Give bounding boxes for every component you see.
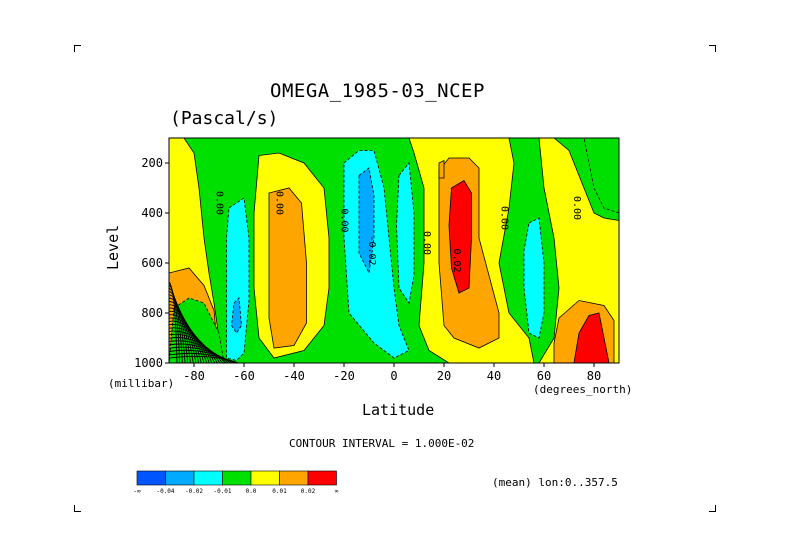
dense-contour-line bbox=[169, 327, 216, 363]
contour-label-8: 0.00 bbox=[571, 196, 582, 220]
y-tick-label: 200 bbox=[141, 156, 163, 170]
colorbar-label: 0.02 bbox=[301, 488, 316, 495]
contour-region-15 bbox=[523, 217, 545, 339]
corner-mark-top-right bbox=[709, 45, 716, 52]
contour-region-10 bbox=[396, 161, 415, 305]
dense-contour-line bbox=[169, 281, 178, 363]
contour-label-5: 0.00 bbox=[421, 231, 432, 255]
colorbar-swatch bbox=[222, 470, 252, 486]
contour-label-3: 0.00 bbox=[339, 208, 350, 232]
x-tick-label: -80 bbox=[183, 369, 205, 383]
y-tick-label: 600 bbox=[141, 256, 163, 270]
colorbar-swatch bbox=[279, 470, 309, 486]
dense-contour-line bbox=[169, 333, 221, 363]
colorbar-label: 0.0 bbox=[246, 488, 257, 495]
y-tick-label: 400 bbox=[141, 206, 163, 220]
contour-label-2: 0.00 bbox=[274, 191, 285, 215]
contour-region-18 bbox=[573, 312, 610, 363]
contour-region-3 bbox=[268, 187, 307, 349]
x-axis-units: (degrees_north) bbox=[533, 383, 633, 396]
x-tick-label: 20 bbox=[437, 369, 451, 383]
contour-interval-text: CONTOUR INTERVAL = 1.000E-02 bbox=[289, 437, 475, 450]
dense-contour-line bbox=[169, 355, 240, 363]
corner-mark-bottom-right bbox=[709, 505, 716, 512]
mean-lon-text: (mean) lon:0..357.5 bbox=[492, 476, 618, 489]
corner-mark-top-left bbox=[74, 45, 81, 52]
y-axis-units: (millibar) bbox=[108, 377, 175, 390]
contour-region-9 bbox=[358, 167, 375, 275]
colorbar-label: -0.04 bbox=[156, 488, 174, 495]
x-tick-label: 0 bbox=[390, 369, 397, 383]
contour-label-6: 0.02 bbox=[451, 248, 462, 272]
colorbar-label: -0.02 bbox=[185, 488, 203, 495]
plot-field: 0.00 0.00 0.00 -0.02 0.00 0.02 0.00 0.00 bbox=[169, 138, 619, 363]
dense-contour-line bbox=[169, 324, 213, 363]
contour-region-19 bbox=[583, 138, 619, 214]
contour-region-13 bbox=[448, 179, 472, 294]
x-tick-label: -40 bbox=[283, 369, 305, 383]
contour-region-7 bbox=[231, 297, 242, 334]
colorbar-label: -0.01 bbox=[213, 488, 231, 495]
chart-subtitle: (Pascal/s) bbox=[170, 108, 279, 129]
x-tick-label: 80 bbox=[587, 369, 601, 383]
contour-label-1: 0.00 bbox=[214, 191, 225, 215]
colorbar-label: ∞ bbox=[335, 488, 339, 495]
x-tick-label: -60 bbox=[233, 369, 255, 383]
x-tick-label: 40 bbox=[487, 369, 501, 383]
colorbar-label: 0.01 bbox=[272, 488, 287, 495]
colorbar-swatch bbox=[307, 470, 337, 486]
dense-contour-line bbox=[169, 330, 218, 363]
contour-label-4: -0.02 bbox=[366, 235, 377, 265]
corner-mark-bottom-left bbox=[74, 505, 81, 512]
y-axis-label: Level bbox=[104, 224, 122, 270]
x-axis-label: Latitude bbox=[362, 401, 435, 419]
colorbar-swatch bbox=[250, 470, 280, 486]
colorbar-label: -∞ bbox=[133, 488, 141, 495]
contour-region-14 bbox=[438, 159, 445, 179]
chart-title: OMEGA_1985-03_NCEP bbox=[270, 80, 485, 102]
y-tick-label: 1000 bbox=[134, 356, 163, 370]
contour-label-7: 0.00 bbox=[499, 206, 510, 230]
y-tick-label: 800 bbox=[141, 306, 163, 320]
colorbar-swatch bbox=[136, 470, 166, 486]
colorbar-swatch bbox=[165, 470, 195, 486]
colorbar-swatch bbox=[193, 470, 223, 486]
x-tick-label: -20 bbox=[333, 369, 355, 383]
contour-region-6 bbox=[226, 197, 250, 361]
x-tick-label: 60 bbox=[537, 369, 551, 383]
